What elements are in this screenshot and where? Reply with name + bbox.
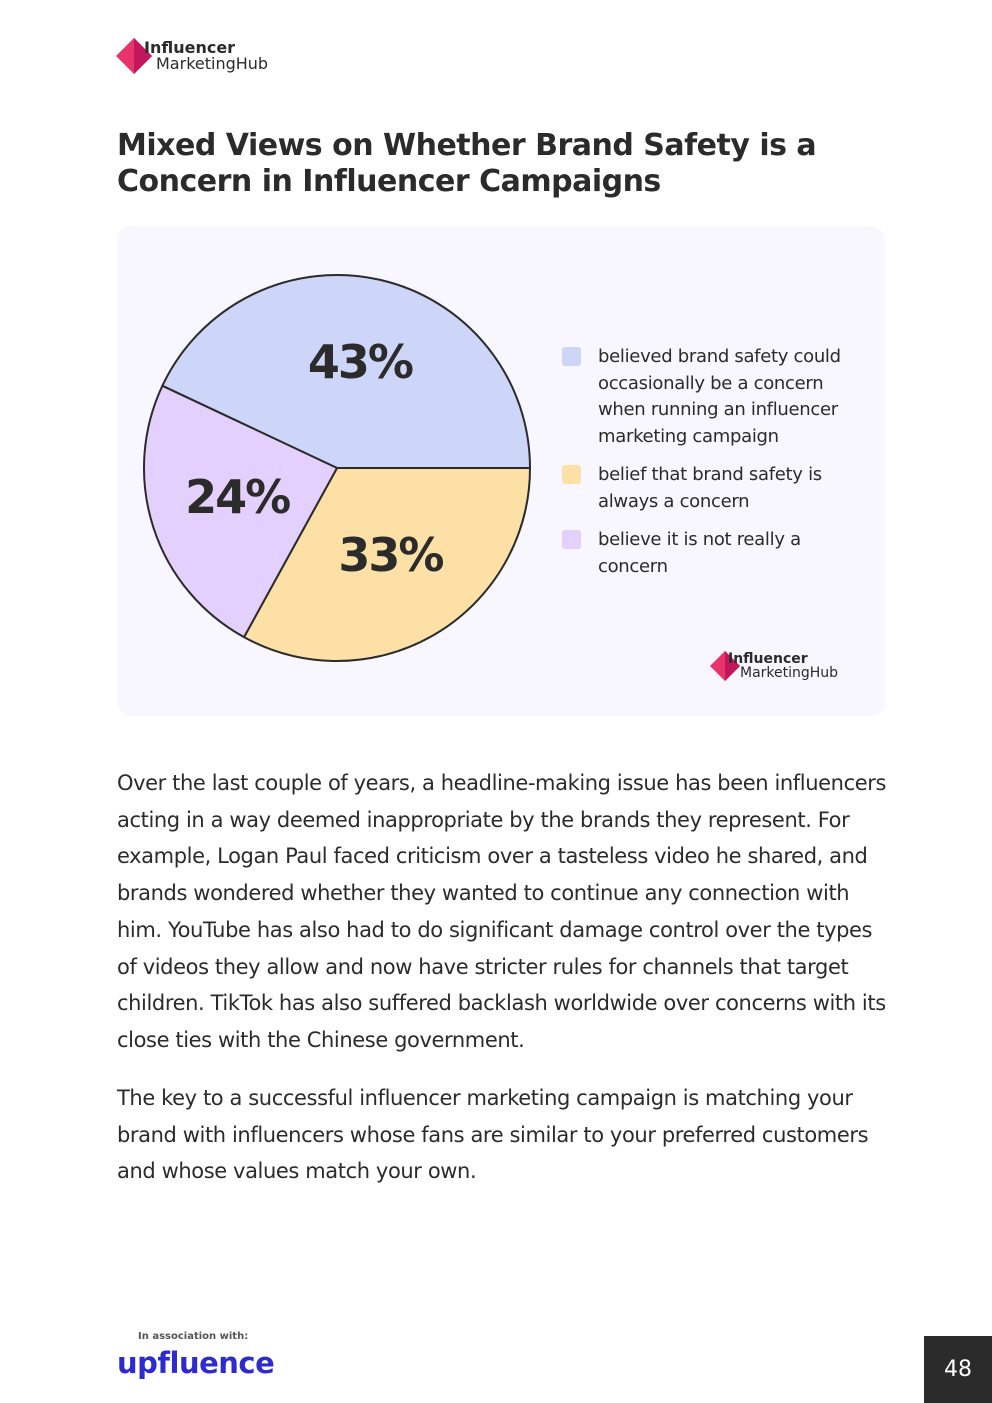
legend-label: believe it is not really a concern	[598, 529, 801, 577]
logo-mark	[710, 651, 740, 681]
paragraph: The key to a successful influencer marke…	[117, 1086, 869, 1184]
legend-label: believed brand safety could occasionally…	[598, 346, 841, 447]
paragraph: Over the last couple of years, a headlin…	[117, 771, 887, 1052]
association-label: In association with:	[138, 1331, 249, 1342]
chart-logo: Influencer MarketingHub	[710, 651, 838, 681]
legend-label: belief that brand safety is always a con…	[598, 464, 822, 512]
partner-logo: upfluence	[117, 1346, 275, 1380]
header-logo: Influencer MarketingHub	[116, 38, 268, 74]
slice-label: 24%	[185, 470, 290, 524]
page-title: Mixed Views on Whether Brand Safety is a…	[117, 128, 817, 199]
page-number: 48	[924, 1336, 992, 1403]
logo-text: Influencer	[144, 38, 236, 57]
logo-text: MarketingHub	[740, 665, 839, 681]
slice-label: 33%	[338, 528, 443, 582]
legend-swatch	[562, 530, 581, 549]
logo-text: MarketingHub	[156, 54, 269, 73]
legend-item: belief that brand safety is always a con…	[562, 462, 852, 515]
logo-text: Influencer	[728, 651, 808, 667]
legend-swatch	[562, 347, 581, 366]
pie-slice	[161, 274, 531, 469]
logo-mark	[116, 38, 152, 74]
pie-slice	[243, 467, 531, 662]
legend: believed brand safety could occasionally…	[562, 344, 852, 592]
legend-item: believe it is not really a concern	[562, 527, 852, 580]
slice-label: 43%	[308, 335, 413, 389]
legend-swatch	[562, 465, 581, 484]
legend-item: believed brand safety could occasionally…	[562, 344, 852, 450]
pie-slice	[143, 384, 338, 639]
pie-chart: 43% 33% 24%	[143, 274, 531, 662]
